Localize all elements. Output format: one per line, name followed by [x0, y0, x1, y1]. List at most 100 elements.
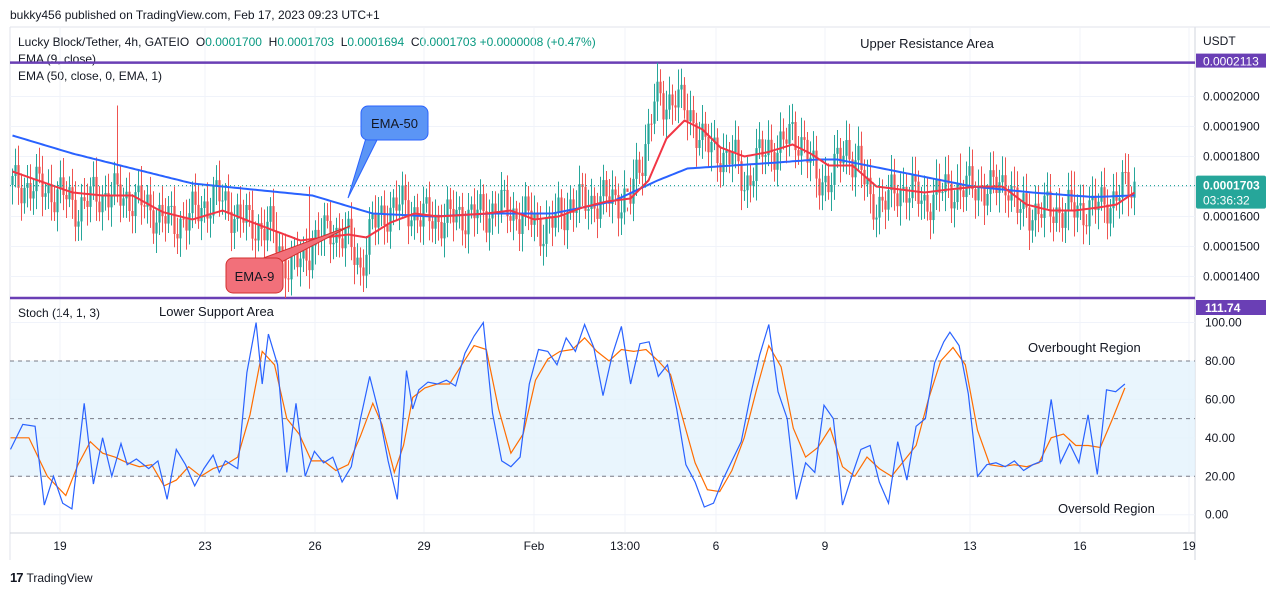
candle-body	[779, 131, 782, 153]
candle	[113, 161, 116, 206]
candle	[899, 173, 902, 226]
candle-body	[1088, 200, 1091, 227]
candle-body	[866, 177, 869, 185]
candle	[983, 173, 986, 225]
candle	[515, 200, 518, 231]
candle	[125, 177, 128, 218]
candle	[587, 189, 590, 230]
candle	[788, 105, 791, 157]
candle-body	[56, 189, 59, 213]
candle-body	[704, 123, 707, 137]
candle-body	[1028, 207, 1031, 231]
candle	[116, 105, 119, 203]
candle	[1013, 166, 1016, 207]
candle-body	[251, 210, 254, 239]
footer-brand[interactable]: 17 TradingView	[10, 570, 93, 585]
candle	[431, 201, 434, 243]
candle	[545, 200, 548, 257]
candle-body	[503, 189, 506, 191]
candle-body	[725, 150, 728, 153]
candle	[740, 150, 743, 211]
candle-body	[158, 204, 161, 223]
stoch-d-line	[10, 337, 1126, 497]
candle-body	[707, 136, 710, 153]
candle-body	[791, 122, 794, 124]
candle-body	[521, 215, 524, 234]
candle	[749, 164, 752, 203]
candle	[59, 160, 62, 204]
candle-body	[794, 122, 797, 151]
candle	[1076, 194, 1079, 233]
candle-body	[743, 190, 746, 192]
candle	[791, 103, 794, 141]
candle	[926, 177, 929, 221]
ohlc-high: H0.0001703	[268, 35, 335, 49]
candle-body	[1007, 195, 1010, 201]
ema50-legend[interactable]: EMA (50, close, 0, EMA, 1)	[18, 69, 163, 83]
candle-body	[440, 221, 443, 239]
oversold-label: Oversold Region	[1058, 501, 1155, 516]
candle	[611, 170, 614, 224]
candle	[860, 131, 863, 189]
candle	[365, 235, 368, 289]
candle-body	[536, 214, 539, 219]
candle	[986, 184, 989, 216]
candle-body	[182, 218, 185, 220]
candle	[89, 177, 92, 223]
candle-body	[797, 150, 800, 156]
candle-body	[296, 251, 299, 268]
stoch-tick-label: 60.00	[1205, 392, 1235, 406]
candle	[584, 173, 587, 219]
candle-body	[944, 174, 947, 193]
candle	[269, 197, 272, 242]
candle	[629, 177, 632, 215]
candle-body	[128, 191, 131, 212]
stoch-legend[interactable]: Stoch (14, 1, 3)	[18, 306, 101, 320]
candle-body	[242, 218, 245, 223]
candle	[263, 209, 266, 258]
candle-body	[80, 197, 83, 222]
candle-body	[350, 218, 353, 248]
candle	[938, 163, 941, 212]
candle-body	[665, 109, 668, 120]
candle-body	[146, 194, 149, 207]
candle-body	[722, 152, 725, 173]
candle	[560, 189, 563, 230]
candle-body	[500, 189, 503, 213]
candle-body	[311, 245, 314, 271]
x-tick-label: 6	[713, 539, 720, 553]
candle	[479, 179, 482, 223]
candle-body	[131, 211, 134, 217]
price-tick-label: 0.0001500	[1203, 240, 1260, 254]
candle-body	[659, 81, 662, 94]
candle	[284, 233, 287, 298]
candle	[923, 175, 926, 219]
candle-body	[446, 199, 449, 223]
candle-body	[233, 219, 236, 233]
candle-body	[197, 204, 200, 222]
candle-body	[479, 194, 482, 210]
candle-body	[830, 184, 833, 193]
candle	[473, 188, 476, 237]
candle-body	[464, 230, 467, 235]
candle	[512, 192, 515, 241]
candle-body	[383, 205, 386, 226]
candle	[209, 197, 212, 238]
candle-body	[77, 221, 80, 227]
candle-body	[1079, 203, 1082, 206]
candle-body	[596, 208, 599, 219]
candle-body	[275, 231, 278, 253]
candle	[245, 193, 248, 241]
ema9-line	[12, 119, 1136, 242]
candle-body	[1082, 203, 1085, 226]
candle-body	[857, 145, 860, 161]
candle-body	[137, 185, 140, 193]
candle-body	[1085, 225, 1088, 227]
candle-body	[992, 170, 995, 177]
stoch-tick-label: 40.00	[1205, 431, 1235, 445]
candle-body	[467, 209, 470, 235]
candle-body	[398, 204, 401, 211]
candle-body	[200, 208, 203, 222]
candle	[707, 123, 710, 167]
